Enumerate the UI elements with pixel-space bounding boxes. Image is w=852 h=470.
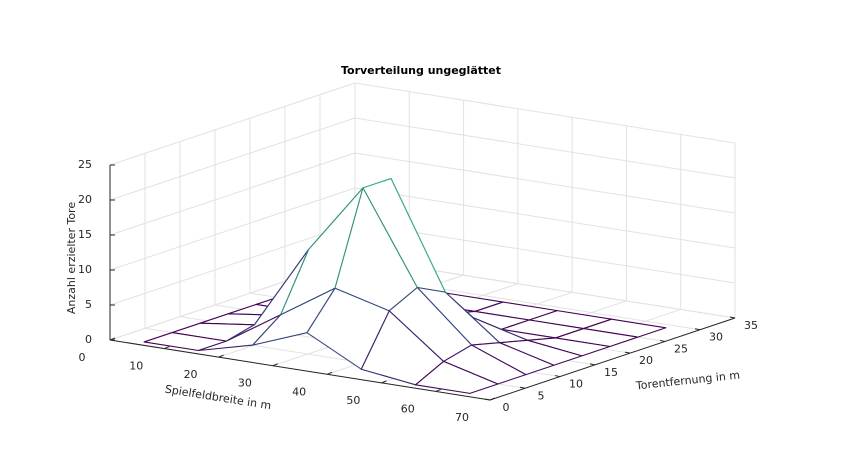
x-tick-label: 10 xyxy=(129,360,143,373)
chart-title: Torverteilung ungeglättet xyxy=(341,64,501,77)
x-tick xyxy=(218,354,224,358)
y-tick-label: 35 xyxy=(744,319,758,332)
y-tick xyxy=(554,375,561,378)
z-axis-label: Anzahl erzielter Tore xyxy=(65,202,78,314)
x-tick-label: 50 xyxy=(346,394,360,407)
x-tick xyxy=(109,337,116,341)
grid-line xyxy=(109,117,356,201)
x-tick xyxy=(164,346,170,350)
y-tick-label: 0 xyxy=(503,401,510,414)
y-axis xyxy=(489,317,736,401)
y-tick xyxy=(484,398,491,401)
grid-line xyxy=(109,222,356,306)
y-tick-label: 30 xyxy=(709,331,723,344)
y-tick-label: 5 xyxy=(538,389,545,402)
grid-line xyxy=(109,82,356,166)
y-tick xyxy=(589,363,596,366)
grid-line xyxy=(354,82,736,144)
x-tick xyxy=(435,388,441,392)
y-tick-label: 25 xyxy=(674,342,688,355)
x-tick-label: 20 xyxy=(184,368,198,381)
x-tick xyxy=(272,363,279,367)
z-tick-label: 15 xyxy=(78,228,92,241)
y-tick-label: 10 xyxy=(569,378,583,391)
z-tick-label: 10 xyxy=(78,263,92,276)
y-tick xyxy=(624,351,631,354)
x-tick xyxy=(489,397,496,401)
x-tick-label: 30 xyxy=(238,377,252,390)
x-tick-label: 60 xyxy=(401,402,415,415)
y-tick xyxy=(659,339,666,342)
y-tick-label: 20 xyxy=(639,354,653,367)
x-tick-label: 40 xyxy=(292,385,306,398)
x-tick-label: 70 xyxy=(455,411,469,424)
x-axis xyxy=(109,339,491,401)
y-tick-label: 15 xyxy=(604,366,618,379)
z-tick-label: 20 xyxy=(78,193,92,206)
grid-line xyxy=(109,152,356,236)
mesh-cell xyxy=(415,360,499,394)
y-tick xyxy=(519,386,526,389)
x-tick xyxy=(326,371,333,375)
grid-line xyxy=(354,152,736,214)
y-axis-label: Torentfernung in m xyxy=(634,369,740,393)
y-tick xyxy=(729,316,736,319)
grid-line xyxy=(109,187,356,271)
z-tick-label: 25 xyxy=(78,158,92,171)
x-tick xyxy=(381,380,387,384)
grid-line xyxy=(354,187,736,249)
z-tick-label: 0 xyxy=(85,333,92,346)
z-tick-label: 5 xyxy=(85,298,92,311)
x-tick-label: 0 xyxy=(79,351,86,364)
x-axis-label: Spielfeldbreite in m xyxy=(164,383,272,413)
y-tick xyxy=(694,328,701,331)
grid-line xyxy=(354,117,736,179)
grid-line xyxy=(354,222,736,284)
